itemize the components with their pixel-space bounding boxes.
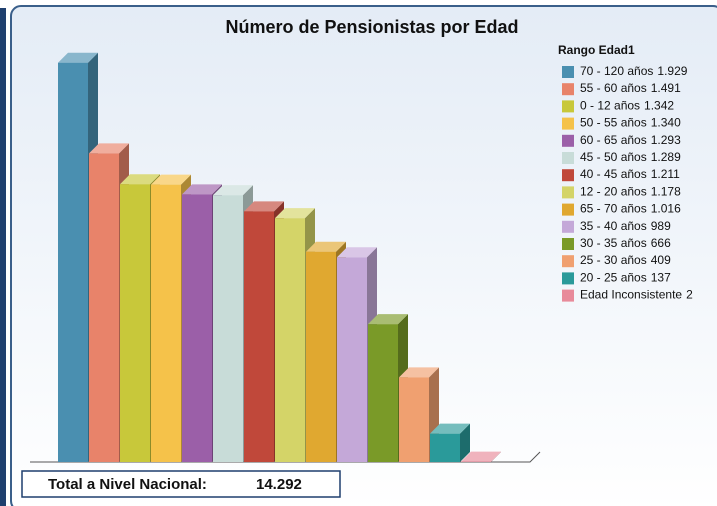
side-strip: [0, 8, 6, 506]
legend-swatch: [562, 83, 574, 96]
legend-label: 65 - 70 años 1.016: [580, 202, 681, 216]
legend-value: 1.211: [651, 167, 680, 181]
legend-swatch: [562, 117, 574, 130]
legend-swatch: [562, 66, 574, 78]
legend-value: 409: [651, 253, 671, 267]
legend-category: 20 - 25 años: [580, 271, 647, 285]
legend-value: 1.929: [657, 64, 687, 78]
legend-category: 65 - 70 años: [580, 202, 647, 216]
legend-swatch: [562, 152, 574, 164]
legend-value: 2: [686, 288, 693, 302]
legend-label: 20 - 25 años 137: [580, 271, 671, 285]
legend-swatch: [562, 272, 574, 285]
legend-swatch: [562, 169, 574, 182]
legend-label: 55 - 60 años 1.491: [580, 81, 681, 95]
legend-value: 1.491: [651, 81, 681, 95]
bar: [399, 377, 429, 462]
bar: [58, 62, 88, 463]
legend-category: Edad Inconsistente: [580, 288, 682, 302]
legend-category: 12 - 20 años: [580, 185, 647, 199]
legend-label: 60 - 65 años 1.293: [580, 133, 681, 147]
legend-value: 1.342: [644, 99, 674, 113]
legend-category: 25 - 30 años: [580, 253, 647, 267]
legend-category: 0 - 12 años: [580, 99, 640, 113]
legend-category: 50 - 55 años: [580, 116, 647, 130]
total-value: 14.292: [256, 476, 302, 493]
legend-category: 40 - 45 años: [580, 167, 647, 181]
bar: [213, 195, 243, 462]
bar-top: [368, 314, 408, 325]
bar: [275, 218, 305, 462]
bar-top: [58, 52, 98, 63]
bar-top: [213, 185, 253, 196]
bar-top: [89, 143, 129, 154]
legend-category: 45 - 50 años: [580, 150, 647, 164]
bar-top: [275, 208, 315, 219]
legend-category: 60 - 65 años: [580, 133, 647, 147]
legend-value: 1.340: [651, 116, 681, 130]
legend-swatch: [562, 186, 574, 199]
bar-top: [337, 247, 377, 258]
legend-value: 137: [651, 271, 671, 285]
legend-value: 666: [651, 236, 671, 250]
bar-top: [306, 241, 346, 252]
bar-top: [244, 201, 284, 212]
bar: [368, 324, 398, 462]
bar-top: [182, 184, 222, 195]
bar-top: [461, 451, 501, 462]
total-label: Total a Nivel Nacional:: [48, 476, 207, 493]
legend-swatch: [562, 203, 574, 216]
legend-label: 45 - 50 años 1.289: [580, 150, 681, 164]
bar: [151, 184, 181, 462]
legend-swatch: [562, 238, 574, 250]
legend-label: 30 - 35 años 666: [580, 236, 671, 250]
legend-category: 55 - 60 años: [580, 81, 647, 95]
bar-side: [491, 451, 501, 462]
chart-title: Número de Pensionistas por Edad: [225, 17, 518, 37]
legend-label: 12 - 20 años 1.178: [580, 185, 681, 199]
legend-value: 989: [651, 219, 671, 233]
bar-top: [399, 367, 439, 378]
legend-swatch: [562, 134, 574, 147]
bar: [306, 251, 336, 462]
legend-swatch: [562, 220, 574, 233]
legend-category: 30 - 35 años: [580, 236, 647, 250]
legend-value: 1.178: [651, 185, 681, 199]
bar-top: [430, 423, 470, 434]
bar: [430, 433, 460, 462]
legend-label: 50 - 55 años 1.340: [580, 116, 681, 130]
bar-top: [151, 174, 191, 185]
legend-swatch: [562, 289, 574, 302]
legend-swatch: [562, 100, 574, 113]
bar: [182, 194, 212, 462]
legend-label: 0 - 12 años 1.342: [580, 99, 674, 113]
bar: [89, 153, 119, 462]
legend-swatch: [562, 255, 574, 268]
legend-label: Edad Inconsistente 2: [580, 288, 693, 302]
legend-category: 35 - 40 años: [580, 219, 647, 233]
legend-value: 1.016: [651, 202, 681, 216]
legend-title: Rango Edad1: [558, 43, 635, 57]
legend-label: 35 - 40 años 989: [580, 219, 671, 233]
legend-label: 25 - 30 años 409: [580, 253, 671, 267]
legend-label: 40 - 45 años 1.211: [580, 167, 680, 181]
bar-side: [460, 423, 470, 462]
legend-category: 70 - 120 años: [580, 64, 653, 78]
bar: [337, 257, 367, 462]
legend-value: 1.289: [651, 150, 681, 164]
total-box: [21, 470, 341, 498]
bar-top: [120, 174, 160, 185]
bar: [244, 211, 274, 462]
bar: [120, 184, 150, 462]
legend-value: 1.293: [651, 133, 681, 147]
legend-label: 70 - 120 años 1.929: [580, 64, 688, 78]
